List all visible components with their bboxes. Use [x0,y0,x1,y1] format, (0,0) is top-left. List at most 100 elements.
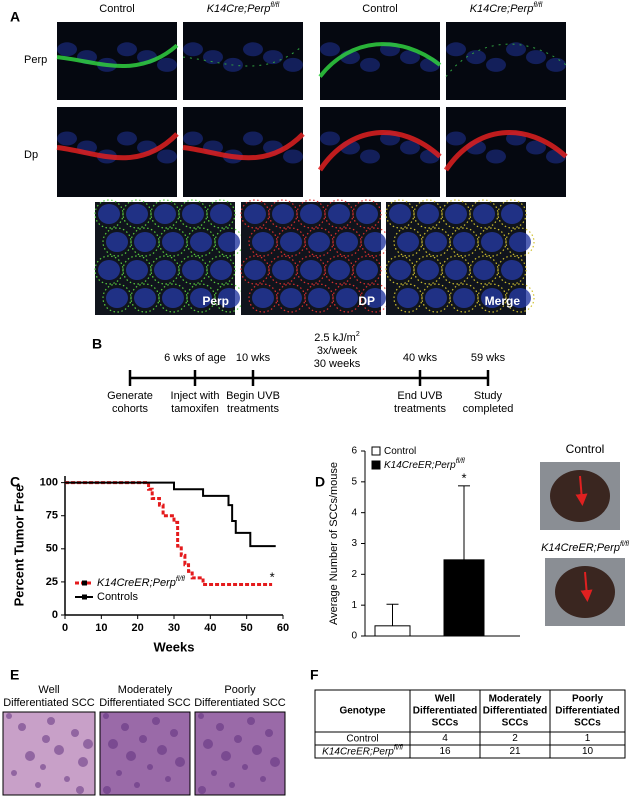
micrograph [320,22,440,100]
cell [270,757,280,767]
photo-label-text: K14CreER;Perp [541,542,620,554]
y-tick-label: 1 [351,600,357,611]
nucleus [182,260,204,280]
cell-border [206,255,236,285]
cell-border [421,283,451,313]
cell-border [268,255,298,285]
cell [139,735,147,743]
nucleus [157,57,177,72]
nucleus [364,232,386,252]
cell-border [102,283,132,313]
dose-detail: 30 weeks [314,358,361,370]
cell [252,745,262,755]
nucleus [280,288,302,308]
histology-label: Differentiated SCC [194,697,286,709]
nucleus [263,50,283,65]
cell-border [332,227,362,257]
table-header: Differentiated [555,706,619,717]
cell [78,757,88,767]
cell-border [296,199,326,229]
legend-swatch [371,446,381,456]
x-tick-label: 10 [95,622,107,634]
y-tick-label: 75 [46,510,58,522]
cell-border [122,255,152,285]
stain [182,132,305,161]
histology [194,711,286,796]
histology-label: Differentiated SCC [99,697,191,709]
timeline-event: completed [463,403,514,415]
table-cell: 16 [439,746,451,757]
nucleus [98,260,120,280]
cell [25,751,35,761]
legend-swatch [371,460,381,470]
cell [216,723,224,731]
nucleus [397,232,419,252]
nucleus [356,260,378,280]
nucleus [526,140,546,155]
nucleus [300,260,322,280]
cell-border [186,227,216,257]
nucleus [126,204,148,224]
table-header: SCCs [502,718,529,729]
cell [157,745,167,755]
nucleus [162,288,184,308]
y-tick-label: 5 [351,476,357,487]
cell-border [477,283,507,313]
timeline-event: treatments [227,403,279,415]
table-cell-text: K14CreER;Perp [322,746,394,757]
line-series [65,481,276,548]
cell [265,729,273,737]
nucleus [190,232,212,252]
nucleus [57,42,77,57]
table-cell-sup: fl/fl [394,745,403,752]
cell-border [158,227,188,257]
cell [247,717,255,725]
cell-border [158,283,188,313]
x-tick-label: 60 [277,622,289,634]
y-axis-label: Average Number of SCCs/mouse [328,462,340,625]
nucleus [320,42,340,57]
cell-border [324,199,354,229]
panel-label: C [10,474,20,490]
cell [54,745,64,755]
cell-border [240,255,270,285]
cell-border [240,199,270,229]
nucleus [481,232,503,252]
stain [56,43,179,68]
nucleus [134,288,156,308]
nucleus [183,131,203,146]
cell-border [102,227,132,257]
cell [71,729,79,737]
nucleus [203,50,223,65]
cell [152,717,160,725]
legend-label: K14CreER;Perpfl/fl [97,576,185,589]
nucleus [509,288,531,308]
nucleus [272,204,294,224]
cell [175,757,185,767]
nucleus [252,232,274,252]
nucleus [356,204,378,224]
nucleus [445,260,467,280]
cell-border [421,227,451,257]
column-header-sup: fl/fl [270,2,279,9]
nucleus [98,204,120,224]
nucleus [106,232,128,252]
dose: 2.5 kJ/m2 [314,331,360,344]
histology-label: Poorly [224,684,256,696]
stain [317,130,442,172]
micrograph [446,22,566,100]
table-cell: 10 [582,746,594,757]
histology-label: Differentiated SCC [3,697,95,709]
column-header-sup: fl/fl [533,2,542,9]
cell [6,713,12,719]
cell [126,751,136,761]
nucleus [117,42,137,57]
panel-label: B [92,336,102,352]
cell-border [441,255,471,285]
column-header: Control [362,3,397,15]
dose-text: 2.5 kJ/m [314,332,356,344]
cell-border [332,283,362,313]
cell-border [276,227,306,257]
cell-border [385,255,415,285]
table-cell: K14CreER;Perpfl/fl [322,745,403,757]
